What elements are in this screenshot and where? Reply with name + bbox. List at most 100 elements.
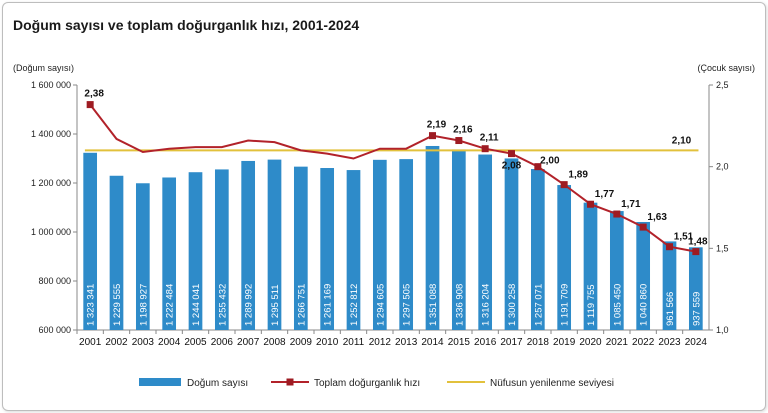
x-tick-label: 2015 [448, 337, 471, 348]
fertility-rate-marker [455, 137, 463, 145]
x-tick-label: 2014 [421, 337, 444, 348]
birth-bar-label: 937 559 [691, 292, 702, 326]
birth-bar [425, 145, 440, 330]
right-tick-label: 2,5 [716, 80, 729, 90]
x-tick-label: 2007 [237, 337, 260, 348]
fertility-rate-marker [429, 132, 436, 140]
x-tick-label: 2009 [290, 337, 313, 348]
x-tick-label: 2021 [606, 337, 629, 348]
birth-bar-label: 1 266 751 [296, 284, 307, 326]
birth-bar [372, 159, 387, 330]
fertility-rate-marker [666, 243, 673, 251]
birth-bar-label: 1 336 908 [454, 284, 465, 326]
x-tick-label: 2024 [685, 337, 708, 348]
fertility-rate-marker [481, 145, 489, 153]
birth-bar [320, 168, 335, 330]
fertility-rate-label: 1,89 [568, 170, 588, 181]
x-tick-label: 2008 [263, 337, 286, 348]
x-tick-label: 2002 [105, 337, 128, 348]
fertility-rate-label: 2,00 [540, 156, 560, 167]
right-tick-label: 1,0 [716, 325, 729, 335]
fertility-rate-label: 1,51 [674, 232, 694, 243]
birth-bar-label: 1 316 204 [481, 284, 492, 326]
birth-bar [135, 183, 150, 330]
birth-bar [688, 247, 703, 330]
legend-swatch-births [139, 378, 181, 386]
birth-bar [451, 149, 466, 330]
birth-bar [346, 170, 361, 330]
x-tick-label: 2003 [132, 337, 155, 348]
x-tick-label: 2018 [527, 337, 550, 348]
left-tick-label: 1 200 000 [31, 178, 71, 188]
fertility-rate-label: 2,08 [502, 161, 522, 172]
fertility-rate-marker [639, 223, 647, 231]
right-tick-label: 2,0 [716, 162, 729, 172]
x-tick-label: 2001 [79, 337, 102, 348]
x-tick-label: 2013 [395, 337, 418, 348]
fertility-rate-label: 1,63 [647, 212, 667, 223]
fertility-rate-label: 2,16 [453, 125, 473, 136]
birth-bar [241, 160, 256, 330]
x-tick-label: 2004 [158, 337, 181, 348]
birth-bar [267, 159, 282, 330]
birth-bar-label: 1 323 341 [86, 284, 97, 326]
birth-bar-label: 1 244 041 [191, 284, 202, 326]
birth-bar-label: 1 222 484 [165, 284, 176, 326]
fertility-rate-label: 1,77 [595, 189, 615, 200]
birth-bar-label: 1 191 709 [560, 284, 571, 326]
x-tick-label: 2006 [211, 337, 234, 348]
replacement-level-label: 2,10 [672, 135, 692, 146]
fertility-rate-marker [692, 248, 700, 256]
x-tick-label: 2016 [474, 337, 497, 348]
x-tick-label: 2011 [343, 337, 365, 348]
fertility-rate-line [89, 103, 697, 253]
left-tick-label: 800 000 [38, 276, 71, 286]
birth-bar [662, 241, 677, 330]
x-tick-label: 2017 [500, 337, 523, 348]
fertility-rate-marker [86, 101, 94, 109]
left-tick-label: 1 600 000 [31, 80, 71, 90]
fertility-rate-label: 2,38 [84, 89, 104, 100]
legend-label-replacement: Nüfusun yenilenme seviyesi [490, 378, 614, 389]
birth-bar [609, 211, 624, 330]
chart-svg: 600 000 800 000 1 000 000 1 200 000 1 400 00… [13, 63, 755, 389]
fertility-rate-marker [587, 200, 594, 208]
birth-bar-label: 1 351 088 [428, 284, 439, 326]
birth-bar-label: 1 040 860 [639, 284, 650, 326]
right-axis-title: (Çocuk sayısı) [697, 63, 755, 73]
birth-bar-label: 1 198 927 [138, 284, 149, 326]
left-tick-label: 1 000 000 [31, 227, 71, 237]
fertility-rate-marker [534, 163, 542, 171]
birth-bar [478, 154, 493, 330]
birth-bar-label: 1 119 755 [586, 284, 597, 326]
fertility-rate-label: 1,48 [688, 237, 708, 248]
birth-bar [557, 185, 572, 330]
birth-bar-label: 1 229 555 [112, 284, 123, 326]
birth-bar [214, 169, 229, 330]
birth-bar-label: 1 294 605 [375, 284, 386, 326]
x-tick-label: 2019 [553, 337, 576, 348]
fertility-rate-label: 1,71 [621, 199, 641, 210]
birth-bar-label: 1 289 992 [244, 284, 255, 326]
birth-bar [504, 158, 519, 330]
left-tick-label: 1 400 000 [31, 129, 71, 139]
legend-swatch-fertility-marker [286, 378, 294, 386]
fertility-rate-marker [613, 210, 621, 218]
left-axis-title: (Doğum sayısı) [13, 63, 74, 73]
birth-bar-label: 1 261 169 [323, 284, 334, 326]
x-tick-label: 2022 [632, 337, 655, 348]
birth-bar [83, 152, 98, 330]
birth-bar [293, 166, 308, 330]
x-tick-label: 2023 [658, 337, 681, 348]
birth-bar-label: 1 300 258 [507, 284, 518, 326]
chart-title: Doğum sayısı ve toplam doğurganlık hızı,… [13, 17, 360, 33]
birth-bar-label: 1 257 071 [533, 284, 544, 326]
birth-bar [188, 172, 203, 330]
right-tick-label: 1,5 [716, 243, 729, 253]
fertility-rate-marker [560, 181, 568, 189]
left-tick-label: 600 000 [38, 325, 71, 335]
birth-bar-label: 1 295 511 [270, 284, 281, 326]
fertility-rate-label: 2,11 [480, 133, 499, 144]
birth-bar [530, 169, 545, 330]
